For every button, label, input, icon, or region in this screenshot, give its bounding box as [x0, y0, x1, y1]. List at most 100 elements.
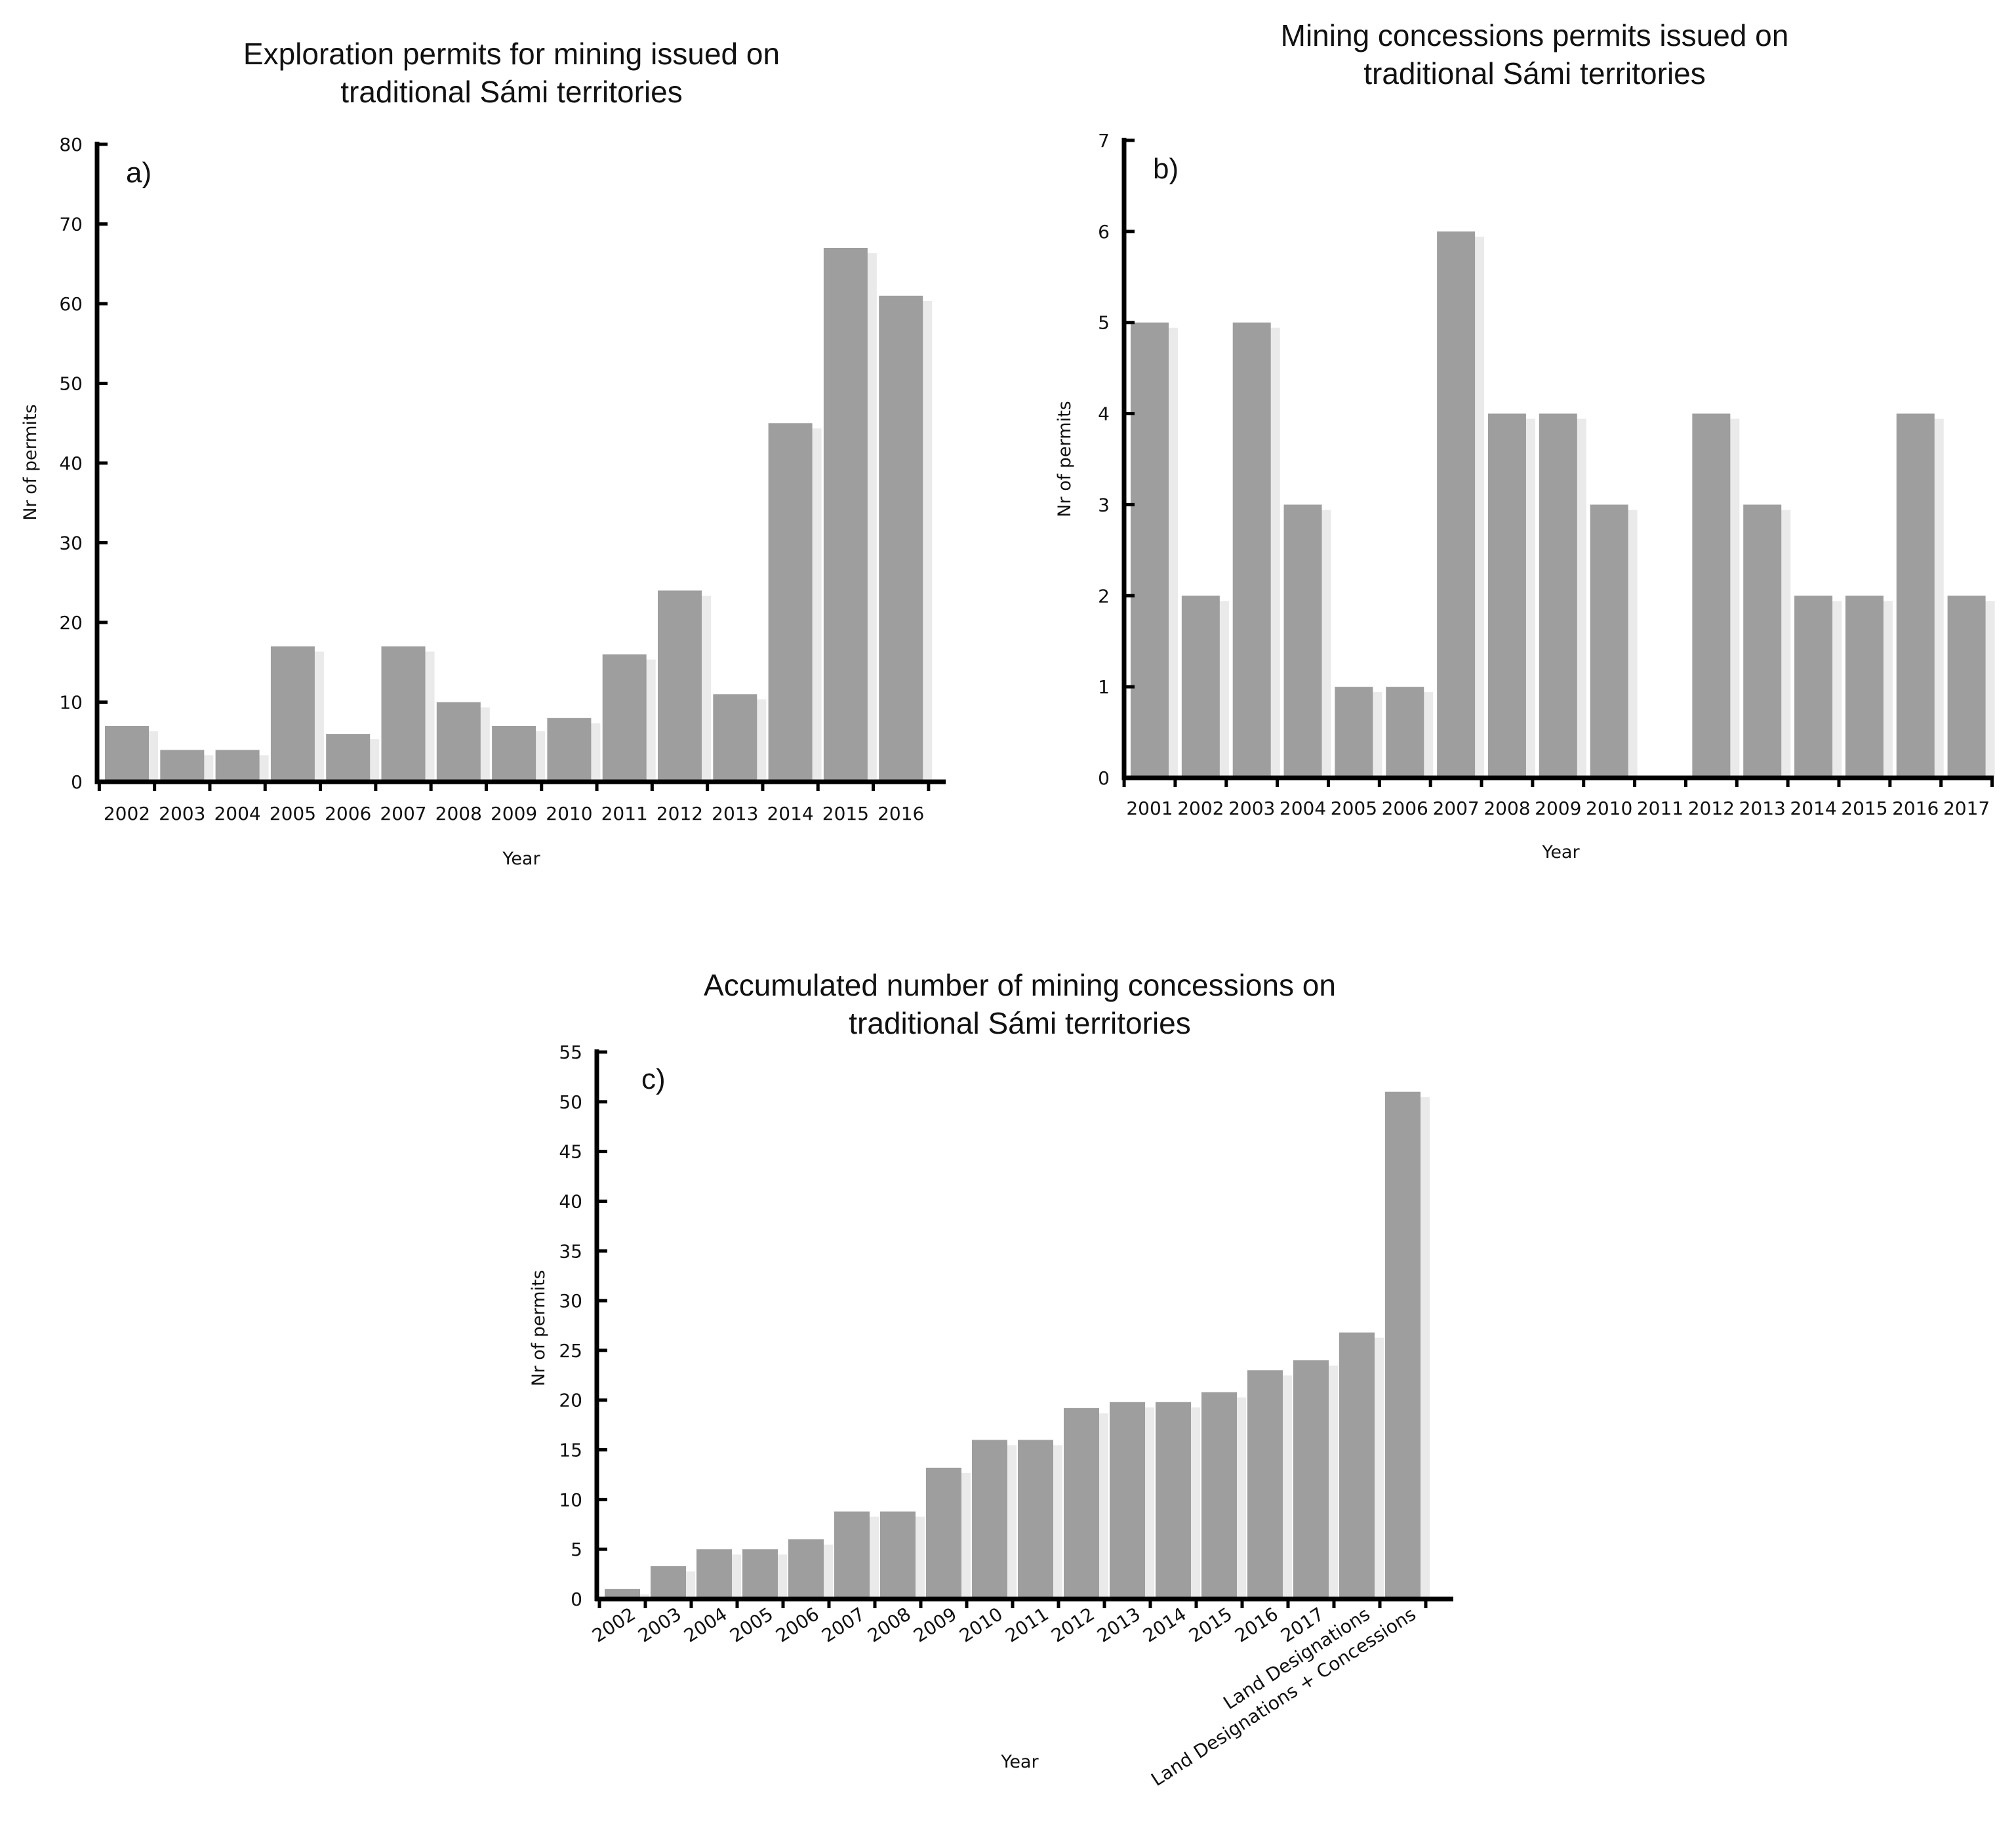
bar-land-designations-concessions — [1385, 1091, 1421, 1599]
x-axis-label: Year — [502, 849, 540, 869]
y-tick-label: 30 — [559, 1290, 582, 1312]
x-tick-label: 2002 — [104, 803, 150, 824]
x-tick-label: 2015 — [822, 803, 869, 824]
bar-2014 — [1156, 1402, 1191, 1599]
y-tick-label: 5 — [571, 1539, 582, 1560]
y-axis-label: Nr of permits — [529, 1270, 549, 1386]
x-tick-label: 2008 — [864, 1603, 915, 1646]
bar-2008 — [436, 702, 481, 782]
bar-2005 — [742, 1549, 778, 1599]
y-tick-label: 20 — [559, 1390, 582, 1411]
chart-title-line: Exploration permits for mining issued on — [243, 37, 780, 71]
x-tick-label: 2009 — [1535, 798, 1581, 819]
x-tick-label: 2014 — [1139, 1603, 1190, 1646]
bar-2013 — [1110, 1402, 1145, 1599]
x-tick-label: 2007 — [1432, 798, 1479, 819]
bar-2011 — [602, 654, 647, 782]
bar-2015 — [823, 247, 868, 782]
bar-2002 — [105, 725, 149, 782]
x-tick-label: 2005 — [1331, 798, 1377, 819]
x-tick-label: 2014 — [767, 803, 813, 824]
x-tick-label: 2011 — [601, 803, 648, 824]
x-tick-label: 2001 — [1126, 798, 1173, 819]
x-tick-label: 2013 — [712, 803, 758, 824]
x-tick-label: 2012 — [1047, 1603, 1099, 1646]
chart-a-exploration-permits: Exploration permits for mining issued on… — [20, 37, 946, 869]
x-tick-label: 2009 — [491, 803, 537, 824]
x-tick-label: 2006 — [1382, 798, 1428, 819]
bar-2007 — [834, 1511, 870, 1599]
bar-2014 — [768, 423, 813, 782]
bar-2016 — [879, 295, 923, 782]
x-tick-label: 2016 — [1231, 1603, 1282, 1646]
x-tick-label: 2003 — [159, 803, 205, 824]
bar-2001 — [1131, 322, 1169, 778]
x-tick-label: 2004 — [680, 1603, 731, 1646]
y-tick-label: 25 — [559, 1340, 582, 1362]
y-tick-label: 0 — [71, 771, 83, 793]
x-tick-label: 2016 — [877, 803, 924, 824]
bar-2012 — [658, 590, 702, 782]
x-tick-label: 2017 — [1943, 798, 1990, 819]
bar-2009 — [492, 725, 536, 782]
bar-2004 — [215, 750, 260, 782]
bar-2003 — [160, 750, 205, 782]
bar-2013 — [713, 694, 757, 782]
bar-2006 — [788, 1539, 824, 1599]
y-tick-label: 2 — [1098, 585, 1110, 607]
x-tick-label: 2002 — [1177, 798, 1224, 819]
bar-2016 — [1247, 1370, 1283, 1599]
y-tick-label: 1 — [1098, 676, 1110, 698]
y-tick-label: 50 — [559, 1091, 582, 1113]
bar-2017 — [1293, 1360, 1329, 1599]
chart-title-line: traditional Sámi territories — [340, 75, 683, 109]
x-tick-label: 2005 — [270, 803, 316, 824]
panel-label: a) — [126, 157, 151, 189]
y-axis-label: Nr of permits — [1055, 401, 1075, 517]
x-tick-label: 2010 — [1586, 798, 1632, 819]
x-tick-label: 2009 — [910, 1603, 961, 1646]
y-tick-label: 80 — [59, 134, 83, 155]
x-tick-label: 2010 — [546, 803, 592, 824]
x-tick-label: 2008 — [435, 803, 482, 824]
y-tick-label: 45 — [559, 1141, 582, 1163]
x-tick-label: 2006 — [325, 803, 371, 824]
y-tick-label: 40 — [559, 1190, 582, 1212]
y-tick-label: 4 — [1098, 403, 1110, 425]
x-tick-label: 2008 — [1483, 798, 1530, 819]
x-tick-label: 2014 — [1790, 798, 1836, 819]
bar-2006 — [326, 734, 371, 782]
bar-land-designations — [1339, 1332, 1375, 1599]
x-tick-label: 2003 — [1228, 798, 1275, 819]
y-tick-label: 0 — [1098, 767, 1110, 789]
bar-2017 — [1947, 596, 1986, 778]
x-tick-label: 2013 — [1093, 1603, 1144, 1646]
bar-2010 — [972, 1440, 1007, 1599]
bar-2015 — [1201, 1392, 1237, 1599]
chart-title-line: traditional Sámi territories — [849, 1006, 1191, 1040]
bar-2015 — [1845, 596, 1884, 778]
bar-2010 — [1590, 504, 1628, 778]
bar-2012 — [1692, 413, 1731, 778]
bar-2003 — [1232, 322, 1271, 778]
bar-2005 — [1335, 687, 1373, 778]
x-tick-label: 2016 — [1892, 798, 1939, 819]
panel-label: c) — [641, 1063, 666, 1095]
y-tick-label: 70 — [59, 214, 83, 235]
bar-2005 — [270, 646, 315, 782]
y-tick-label: 10 — [59, 692, 83, 714]
x-tick-label: 2003 — [634, 1603, 685, 1646]
y-tick-label: 35 — [559, 1240, 582, 1262]
bar-2013 — [1743, 504, 1782, 778]
chart-c-accumulated-concessions: Accumulated number of mining concessions… — [529, 968, 1453, 1791]
chart-title-line: Accumulated number of mining concessions… — [704, 968, 1336, 1002]
y-tick-label: 5 — [1098, 312, 1110, 334]
y-tick-label: 7 — [1098, 130, 1110, 152]
bar-2002 — [605, 1589, 640, 1599]
x-tick-label: 2007 — [818, 1603, 869, 1646]
bar-2014 — [1794, 596, 1833, 778]
x-axis-label: Year — [1000, 1752, 1039, 1772]
x-tick-label: 2012 — [1688, 798, 1735, 819]
x-tick-label: 2010 — [956, 1603, 1007, 1646]
